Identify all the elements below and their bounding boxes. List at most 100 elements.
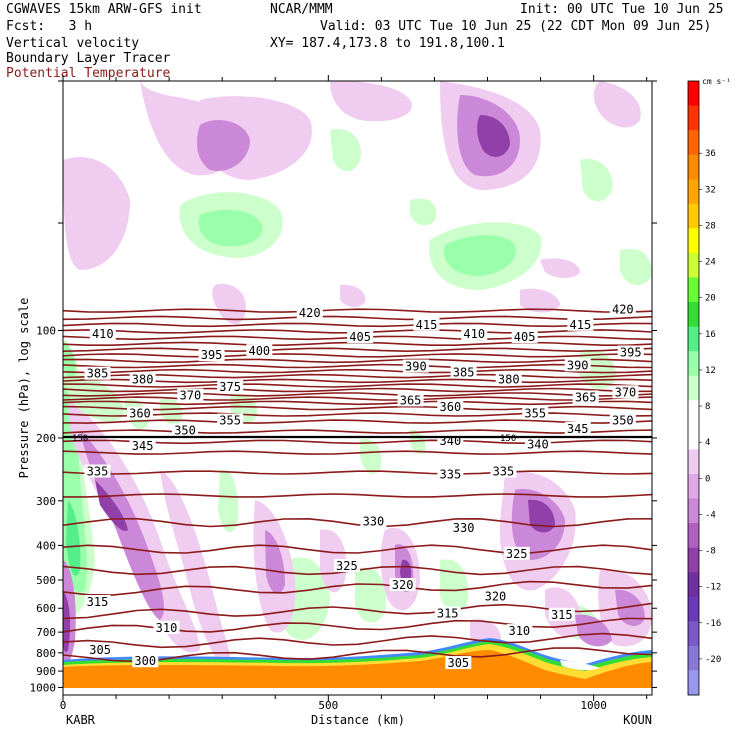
theta-label-bg [564,358,591,372]
colorbar-swatch [688,252,699,278]
theta-line [63,632,652,649]
theta-label: 360 [440,400,462,414]
colorbar-swatch [688,498,699,524]
colorbar-swatch [688,523,699,549]
theta-line [63,363,652,369]
theta-line [63,378,652,384]
theta-label: 335 [87,465,109,479]
theta-label-bg [612,385,639,399]
colorbar-swatch [688,302,699,328]
theta-label-bg [524,437,551,451]
theta-label: 375 [219,380,241,394]
colorbar-swatch [688,424,699,450]
theta-label: 395 [201,348,223,362]
theta-label: 305 [89,643,111,657]
colorbar-label: -8 [705,547,716,557]
theta-line [63,392,652,397]
theta-label-bg [609,302,636,316]
theta-label: 350 [174,424,196,438]
theta-line [63,400,652,406]
init-time: Init: 00 UTC Tue 10 Jun 25 [520,2,724,17]
theta-line [63,396,652,401]
colorbar-label: 4 [705,438,710,448]
theta-label: 415 [570,318,592,332]
colorbar-swatch [688,400,699,426]
theta-label-bg [296,306,323,320]
theta-label: 325 [506,547,528,561]
theta-line [63,647,652,663]
colorbar-label: -12 [705,583,721,593]
tropopause-label-right: 150 [500,434,516,444]
model-title: CGWAVES 15km ARW-GFS init [6,2,202,17]
theta-line [63,580,652,596]
y-tick-label: 400 [36,539,56,552]
theta-label: 390 [405,360,427,374]
colorbar-swatch [688,596,699,622]
theta-label: 330 [363,514,385,528]
theta-label: 315 [437,607,459,621]
theta-label: 415 [416,318,438,332]
theta-label-bg [450,365,477,379]
theta-contour-labels: 410 420 405 415 410 405 415 420 385 395 400 390 385 3… [84,302,644,670]
colorbar-swatch [688,179,699,205]
colorbar-frame [687,80,700,696]
theta-line [63,544,652,554]
right-endpoint-label: KOUN [623,713,652,727]
theta-label-bg [172,423,199,437]
theta-label-bg [87,642,114,656]
colorbar-label: 32 [705,185,716,195]
theta-line [63,493,652,498]
colorbar-label: 0 [705,474,710,484]
theta-label-bg [129,438,156,452]
colorbar-swatch [688,621,699,647]
theta-label-bg [506,624,533,638]
colorbar-swatch [688,105,699,131]
theta-label-bg [445,656,472,670]
field-vertical-velocity: Vertical velocity [6,36,140,51]
theta-line [63,315,652,321]
theta-label-bg [126,406,153,420]
colorbar-label: 16 [705,330,716,340]
theta-label: 345 [132,439,154,453]
theta-label: 360 [129,407,151,421]
colorbar-swatch [688,645,699,671]
colorbar-label: 36 [705,149,716,159]
theta-label: 300 [134,654,156,668]
y-tick-label: 300 [36,495,56,508]
valid-time: Valid: 03 UTC Tue 10 Jun 25 (22 CDT Mon … [320,19,712,34]
theta-label: 385 [453,366,475,380]
theta-label-bg [402,359,429,373]
theta-line [63,308,652,313]
theta-label-bg [482,589,509,603]
theta-label-bg [450,521,477,535]
y-tick-label: 700 [36,626,56,639]
theta-label-bg [177,388,204,402]
theta-label: 405 [349,330,371,344]
colorbar-label: 28 [705,221,716,231]
theta-label: 405 [514,330,536,344]
theta-label: 355 [524,407,546,421]
theta-line [63,419,652,424]
forecast-hour: Fcst: 3 h [6,19,93,34]
theta-label: 410 [463,327,485,341]
theta-label-bg [572,390,599,404]
theta-label: 350 [612,414,634,428]
colorbar-label: 24 [705,258,716,268]
theta-label: 325 [336,559,358,573]
center-label: NCAR/MMM [270,2,333,17]
colorbar-units: cm s⁻¹ [702,77,731,86]
colorbar-swatch [688,670,699,696]
theta-label-bg [389,578,416,592]
theta-label: 390 [567,358,589,372]
colorbar: 36 32 28 24 20 16 12 8 4 0 -4 -8 -12 -16 -20 [687,80,721,696]
theta-label-bg [461,327,488,341]
theta-label: 365 [575,390,597,404]
theta-label: 420 [299,306,321,320]
y-tick-label: 500 [36,574,56,587]
theta-label-bg [360,514,387,528]
theta-label: 335 [493,465,515,479]
colorbar-swatch [688,81,699,107]
theta-label: 370 [615,385,637,399]
theta-label: 310 [156,621,178,635]
